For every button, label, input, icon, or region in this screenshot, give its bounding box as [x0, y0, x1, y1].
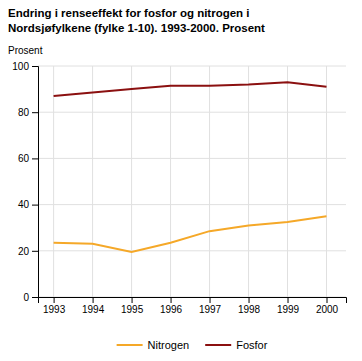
- y-tick-label: 80: [18, 107, 30, 118]
- x-tick-mark: [327, 297, 328, 303]
- x-tick-label: 1994: [82, 304, 105, 315]
- x-tick-label: 1995: [121, 304, 144, 315]
- x-tick-label: 1993: [43, 304, 66, 315]
- y-tick-label: 0: [23, 292, 29, 303]
- y-grid-line: [38, 204, 346, 205]
- y-tick-mark: [32, 205, 38, 206]
- plot-area: [54, 82, 327, 252]
- y-tick: 100: [12, 61, 38, 72]
- x-tick-mark: [288, 297, 289, 303]
- y-axis: 0 20 40 60 80 100: [12, 61, 38, 303]
- y-tick-mark: [32, 112, 38, 113]
- legend-swatch: [117, 344, 143, 346]
- x-tick-mark: [54, 297, 55, 303]
- legend-swatch: [205, 344, 231, 346]
- x-grid-line: [92, 66, 93, 297]
- grid: [38, 66, 346, 297]
- x-tick-mark: [249, 297, 250, 303]
- x-tick-label: 1997: [199, 304, 222, 315]
- y-tick: 60: [18, 153, 38, 164]
- x-tick-label: 2000: [316, 304, 339, 315]
- y-axis-line: [32, 67, 39, 298]
- y-tick-label: 20: [18, 246, 30, 257]
- y-axis-label: Prosent: [8, 45, 43, 56]
- y-tick: 20: [18, 246, 38, 257]
- x-grid-line: [209, 66, 210, 297]
- x-tick: 1997: [199, 297, 222, 315]
- y-tick-mark: [32, 251, 38, 252]
- x-axis-line: [39, 298, 347, 304]
- y-grid-line: [38, 112, 346, 113]
- x-tick: 1994: [82, 297, 105, 315]
- x-grid-line: [287, 66, 288, 297]
- y-grid-line: [38, 66, 346, 67]
- legend: Nitrogen Fosfor: [117, 339, 268, 351]
- y-tick: 40: [18, 199, 38, 210]
- x-tick-mark: [210, 297, 211, 303]
- x-tick-mark: [171, 297, 172, 303]
- legend-item: Fosfor: [205, 339, 268, 351]
- y-tick-label: 60: [18, 153, 30, 164]
- x-tick-label: 1996: [160, 304, 183, 315]
- title-line: Nordsjøfylkene (fylke 1-10). 1993-2000. …: [8, 22, 265, 34]
- x-tick-label: 1998: [238, 304, 261, 315]
- series-line: [54, 82, 327, 96]
- x-tick: 1995: [121, 297, 144, 315]
- x-grid-line: [131, 66, 132, 297]
- y-tick-label: 40: [18, 199, 30, 210]
- x-grid-line: [170, 66, 171, 297]
- x-tick: 2000: [316, 297, 339, 315]
- x-tick-mark: [132, 297, 133, 303]
- y-tick-mark: [32, 297, 38, 298]
- x-grid-line: [53, 66, 54, 297]
- y-grid-line: [38, 250, 346, 251]
- y-tick-mark: [32, 158, 38, 159]
- x-tick: 1993: [43, 297, 66, 315]
- legend-item: Nitrogen: [117, 339, 190, 351]
- x-tick: 1999: [277, 297, 300, 315]
- x-tick: 1996: [160, 297, 183, 315]
- y-tick-mark: [32, 66, 38, 67]
- y-tick-label: 100: [12, 61, 29, 72]
- x-tick-label: 1999: [277, 304, 300, 315]
- y-grid-line: [38, 158, 346, 159]
- y-tick: 80: [18, 107, 38, 118]
- x-grid-line: [326, 66, 327, 297]
- series-line: [54, 216, 327, 252]
- y-tick: 0: [23, 292, 38, 303]
- title: Endring i renseeffekt for fosfor og nitr…: [8, 7, 265, 34]
- x-tick: 1998: [238, 297, 261, 315]
- title-line: Endring i renseeffekt for fosfor og nitr…: [8, 7, 250, 19]
- chart: Endring i renseeffekt for fosfor og nitr…: [0, 0, 362, 361]
- x-axis: 1993 1994 1995 1996 1997 1998 1999 2000: [39, 297, 347, 315]
- x-grid-line: [248, 66, 249, 297]
- legend-label: Nitrogen: [148, 339, 190, 351]
- legend-label: Fosfor: [236, 339, 268, 351]
- x-tick-mark: [93, 297, 94, 303]
